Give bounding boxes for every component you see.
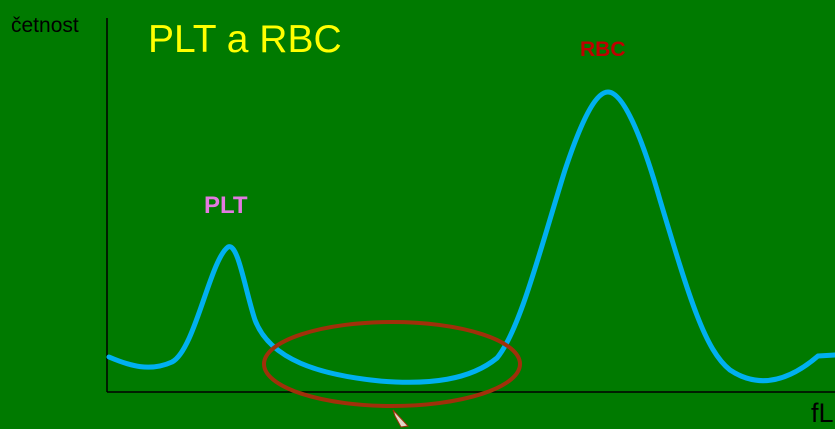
rbc-peak-label: RBC bbox=[580, 38, 626, 61]
arrow-pointer-icon bbox=[392, 409, 410, 428]
y-axis-label: četnost bbox=[11, 14, 79, 37]
highlight-ellipse bbox=[262, 320, 522, 408]
x-axis-label: fL bbox=[811, 398, 834, 428]
distribution-curve bbox=[106, 89, 835, 385]
plt-peak-label: PLT bbox=[204, 192, 248, 219]
diagram-title: PLT a RBC bbox=[148, 18, 342, 61]
